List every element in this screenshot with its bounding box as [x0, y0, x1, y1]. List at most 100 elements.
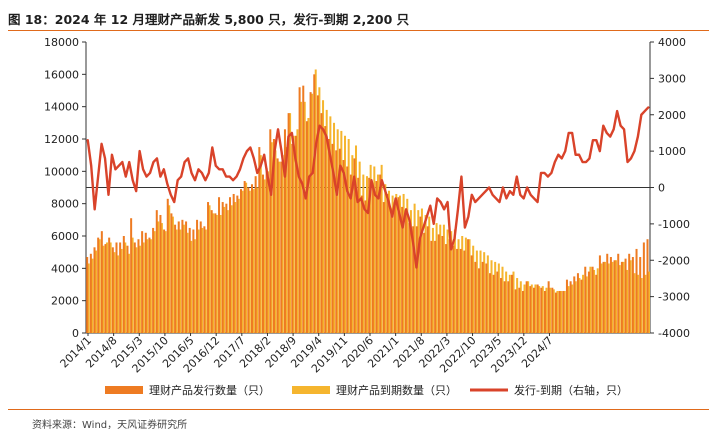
issued-bar [265, 168, 268, 333]
issued-bar [569, 281, 572, 333]
matured-bar [226, 210, 229, 333]
matured-bar [413, 203, 416, 333]
matured-bar [263, 179, 266, 333]
matured-bar [647, 271, 650, 333]
left-tick-label: 18000 [44, 36, 79, 49]
issued-bar [375, 181, 378, 333]
right-tick-label: -3000 [658, 291, 690, 304]
legend: 理财产品发行数量（只） 理财产品到期数量（只） 发行-到期（右轴，只） [105, 383, 628, 397]
left-tick-label: 12000 [44, 133, 79, 146]
matured-bar [567, 286, 570, 333]
issued-bar [349, 174, 352, 333]
issued-bar [258, 147, 261, 333]
issued-bar [342, 160, 345, 333]
issued-bar [338, 148, 341, 333]
matured-bar [336, 129, 339, 333]
matured-bar [424, 214, 427, 333]
net-line-layer [86, 106, 650, 269]
issued-bar [364, 200, 367, 333]
issued-bar [294, 135, 297, 333]
issued-bar [639, 257, 642, 333]
matured-bar [201, 227, 204, 333]
matured-bar [98, 239, 101, 333]
issued-bar [324, 126, 327, 333]
issued-bar [360, 195, 363, 333]
issued-bar [141, 231, 144, 333]
matured-bar [505, 271, 508, 333]
issued-bar [558, 290, 561, 333]
matured-bar [149, 239, 152, 333]
matured-bar [450, 231, 453, 333]
issued-bar [492, 274, 495, 333]
matured-bar [219, 214, 222, 333]
issued-bar [316, 95, 319, 333]
issued-bar [419, 216, 422, 333]
left-tick-label: 16000 [44, 68, 79, 81]
matured-bar [457, 239, 460, 333]
matured-bar [318, 87, 321, 334]
issued-bar [613, 260, 616, 333]
matured-bar [461, 236, 464, 333]
issued-bar [97, 237, 100, 333]
issued-bar [210, 210, 213, 333]
matured-bar [347, 139, 350, 333]
matured-bar [369, 164, 372, 333]
issued-bar [474, 261, 477, 333]
issued-bar [188, 227, 191, 333]
matured-bar [560, 290, 563, 333]
issued-bar [404, 210, 407, 333]
x-axis-ticks: 2014/12014/82015/32015/102016/52016/1220… [58, 333, 556, 375]
issued-bar [236, 195, 239, 333]
issued-bar [100, 231, 103, 333]
issued-bar [185, 221, 188, 333]
left-tick-label: 10000 [44, 165, 79, 178]
issued-bar [456, 248, 459, 333]
matured-bar [234, 202, 237, 333]
issued-bar [137, 239, 140, 333]
issued-bar [86, 257, 89, 333]
issued-bar [408, 223, 411, 333]
matured-bar [633, 273, 636, 333]
issued-bar [500, 278, 503, 333]
right-tick-label: -2000 [658, 254, 690, 267]
issued-bar [357, 177, 360, 333]
matured-bar [556, 290, 559, 333]
issued-bar [554, 292, 557, 333]
issued-bar [111, 247, 114, 333]
matured-bar [278, 161, 281, 333]
matured-bar [281, 155, 284, 333]
issued-bar [305, 121, 308, 333]
issued-bar [126, 245, 129, 333]
matured-bar [571, 284, 574, 333]
matured-bar [589, 266, 592, 333]
matured-bar [105, 242, 108, 333]
issued-bar [152, 227, 155, 333]
matured-bar [113, 252, 116, 333]
matured-bar [344, 135, 347, 333]
right-tick-label: -1000 [658, 218, 690, 231]
issued-bar [646, 239, 649, 333]
issued-bar [584, 266, 587, 333]
issued-bar [598, 255, 601, 333]
issued-bar [166, 198, 169, 333]
issued-bar [221, 202, 224, 333]
matured-bar [486, 255, 489, 333]
left-tick-label: 2000 [51, 295, 79, 308]
issued-bar [642, 242, 645, 333]
right-tick-label: 1000 [658, 145, 686, 158]
matured-bar [296, 129, 299, 333]
matured-bar [94, 250, 97, 333]
issued-bar [291, 143, 294, 333]
matured-bar [468, 239, 471, 333]
issued-bar [459, 248, 462, 333]
issued-bar [496, 271, 499, 333]
matured-bar [248, 190, 251, 333]
matured-bar [435, 223, 438, 333]
issued-bar [547, 281, 550, 333]
matured-bar [351, 155, 354, 333]
bottom-rule [8, 409, 709, 410]
issued-bar [448, 239, 451, 333]
issued-bar [543, 290, 546, 333]
title-bar: 图 18：2024 年 12 月理财产品新发 5,800 只，发行-到期 2,2… [0, 0, 717, 30]
matured-bar [303, 101, 306, 333]
